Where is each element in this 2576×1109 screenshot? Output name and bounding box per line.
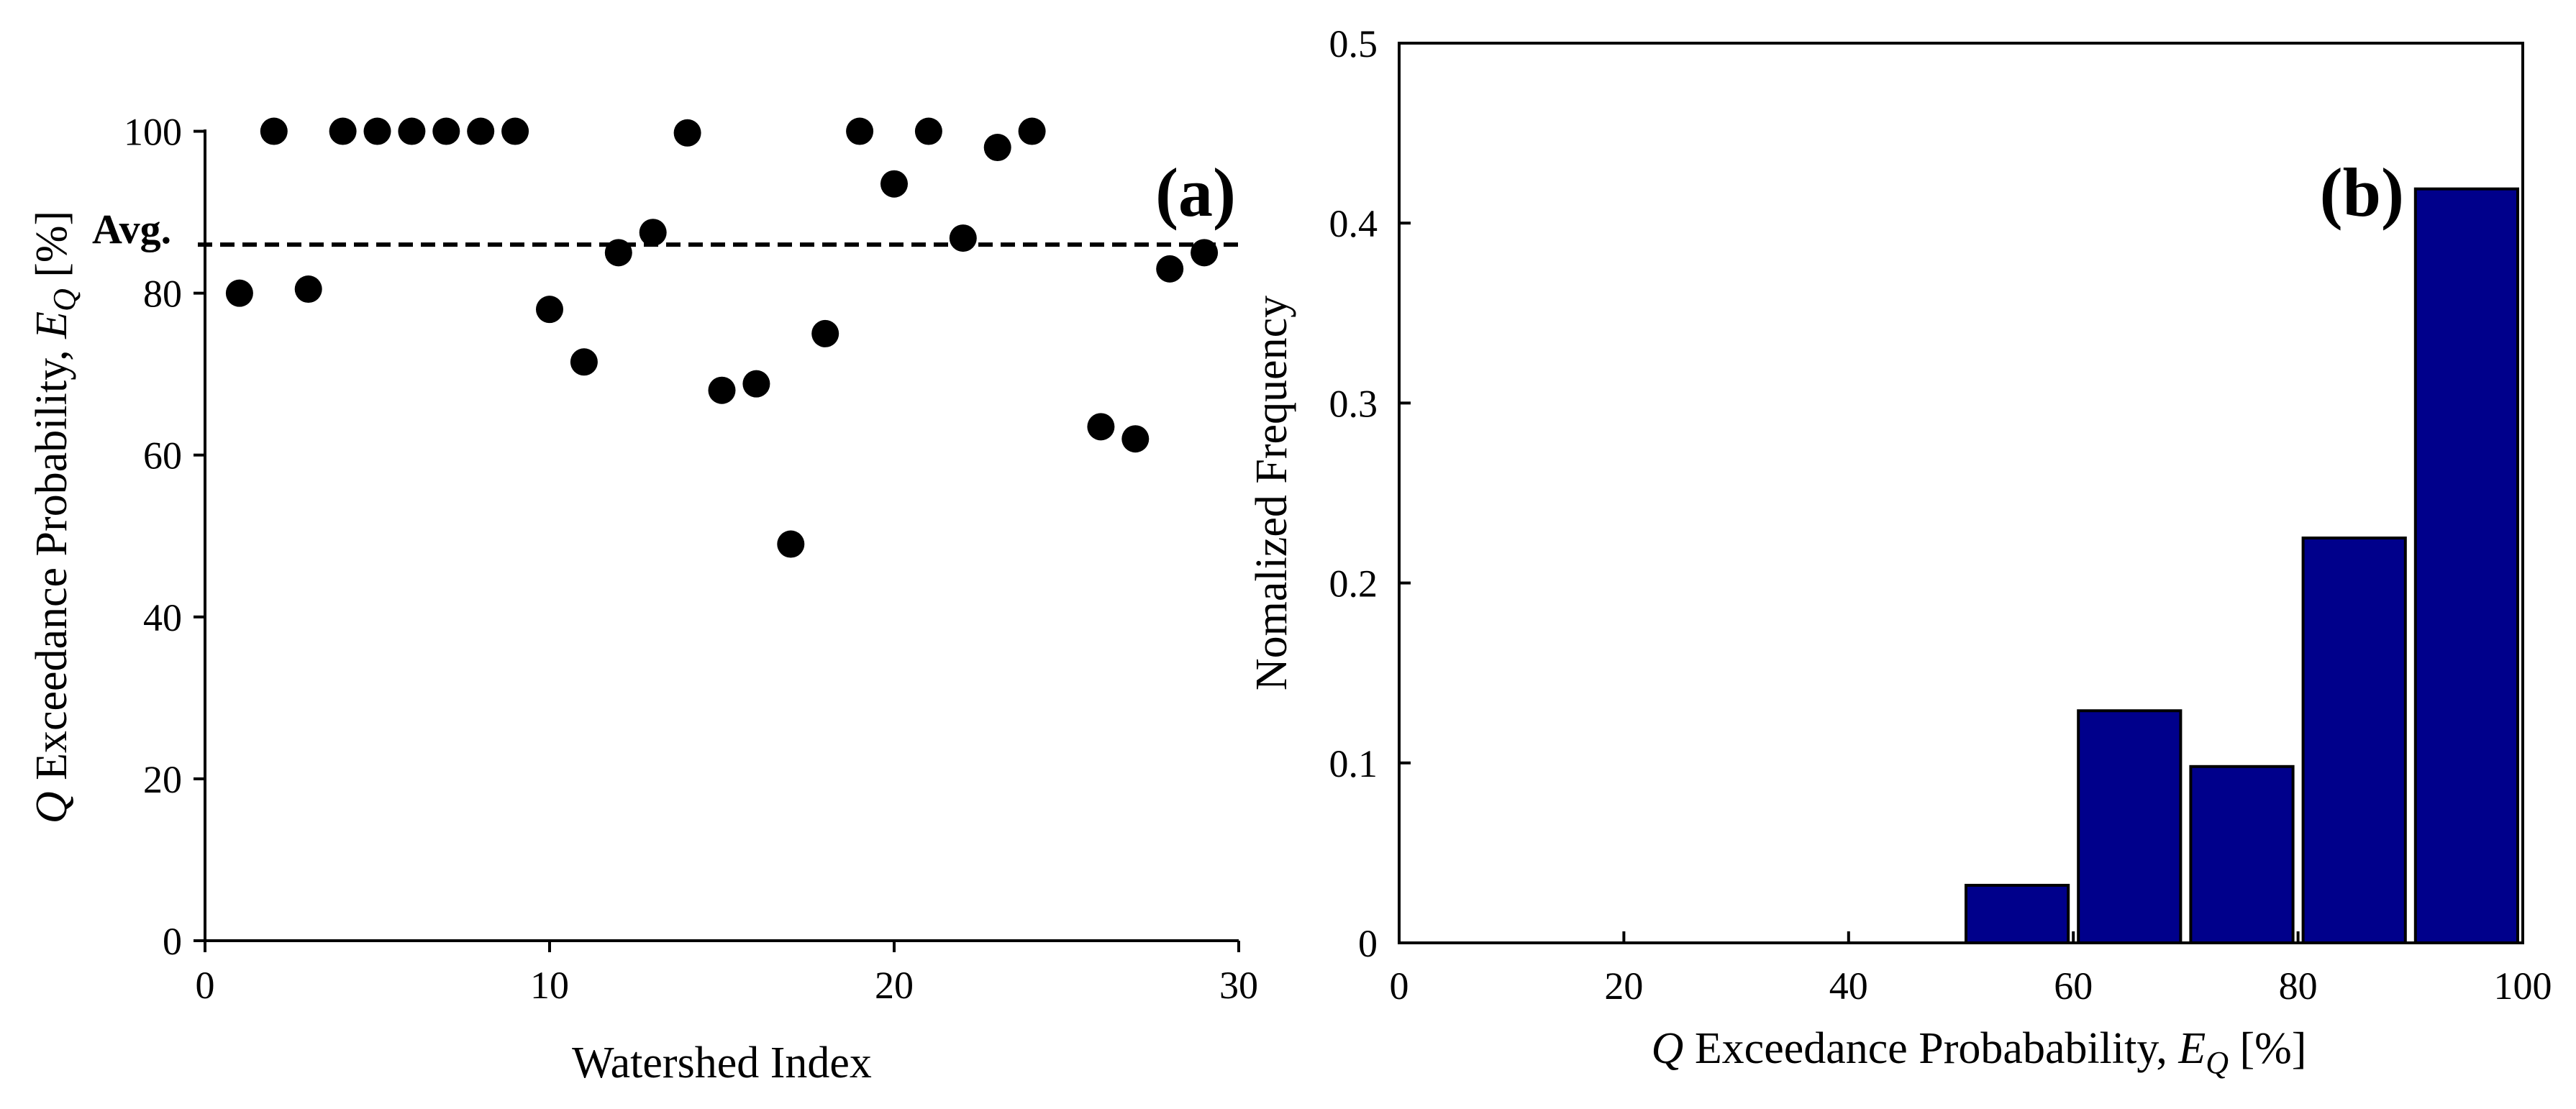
x-axis-title-b-unit: [%] — [2229, 1024, 2306, 1073]
histogram-bar — [2413, 187, 2520, 944]
x-axis-title-a: Watershed Index — [572, 1039, 872, 1087]
scatter-point — [983, 134, 1011, 162]
x-axis-title-b-var: E — [2177, 1024, 2206, 1073]
scatter-point — [914, 117, 942, 145]
scatter-point — [501, 117, 529, 145]
histogram-panel: 0 20 40 60 80 100 0 0.1 0.2 0.3 0.4 0.5 (b) Nomaliz… — [1247, 22, 2552, 1080]
y-tick-label-b: 0.1 — [1329, 742, 1378, 785]
y-tick-label-a: 80 — [143, 273, 182, 316]
y-axis-title-a-unit: [%] — [27, 211, 76, 288]
scatter-point — [1087, 413, 1115, 441]
y-axis-title-a-q: Q — [27, 791, 76, 823]
y-tick-label-b: 0.2 — [1329, 562, 1378, 606]
y-tick-label-a: 0 — [163, 920, 182, 963]
y-axis-title-a-var: E — [27, 311, 76, 339]
x-tick-label-b: 0 — [1390, 964, 1409, 1008]
scatter-point — [1156, 255, 1184, 283]
scatter-point — [811, 319, 839, 347]
x-tick-label-b: 20 — [1604, 964, 1643, 1008]
y-tick-label-a: 100 — [124, 111, 182, 154]
histogram-bars — [1965, 187, 2520, 945]
scatter-point — [398, 117, 426, 145]
scatter-point — [1121, 425, 1150, 453]
y-axis-title-b: Nomalized Frequency — [1247, 296, 1296, 690]
y-tick-label-b: 0.5 — [1329, 22, 1378, 65]
scatter-point — [1191, 239, 1219, 267]
y-axis-title-a-sub: Q — [47, 288, 82, 311]
scatter-point — [260, 117, 288, 145]
y-tick-label-a: 40 — [143, 596, 182, 639]
scatter-point — [467, 117, 495, 145]
scatter-point — [673, 119, 701, 147]
histogram-bar — [1965, 883, 2070, 945]
x-axis-title-b-sub: Q — [2206, 1045, 2229, 1080]
x-tick-label-b: 60 — [2054, 964, 2093, 1008]
scatter-point — [363, 117, 391, 145]
scatter-points — [225, 117, 1219, 558]
x-tick-label-a: 30 — [1219, 964, 1258, 1007]
scatter-axes — [204, 129, 1239, 942]
scatter-point — [604, 239, 632, 267]
y-tick-label-a: 20 — [143, 758, 182, 801]
y-tick-label-b: 0.3 — [1329, 382, 1378, 425]
scatter-point — [880, 170, 908, 198]
x-tick-label-b: 80 — [2279, 964, 2318, 1008]
scatter-point — [1018, 117, 1046, 145]
scatter-point — [225, 279, 253, 307]
x-tick-label-a: 20 — [875, 964, 914, 1007]
x-tick-label-a: 10 — [530, 964, 569, 1007]
y-tick-label-a: 60 — [143, 434, 182, 478]
histogram-bar — [2189, 765, 2295, 944]
panel-label-a: (a) — [1155, 154, 1236, 231]
histogram-bar — [2077, 709, 2183, 944]
scatter-point — [570, 348, 598, 376]
scatter-point — [294, 275, 322, 304]
y-axis-title-a-text: Exceedance Probability, — [27, 339, 76, 792]
scatter-point — [708, 376, 736, 404]
x-tick-label-b: 100 — [2494, 964, 2552, 1008]
x-axis-title-b-q: Q — [1652, 1024, 1684, 1073]
y-tick-label-b: 0 — [1358, 922, 1378, 965]
scatter-point — [536, 296, 563, 324]
x-tick-label-b: 40 — [1829, 964, 1868, 1008]
scatter-point — [639, 219, 667, 247]
y-axis-title-a: Q Exceedance Probability, EQ [%] — [27, 211, 82, 823]
histogram-frame — [1398, 42, 2524, 944]
scatter-point — [432, 117, 460, 145]
scatter-point — [329, 117, 357, 145]
x-axis-title-b-text: Exceedance Probabability, — [1683, 1024, 2178, 1073]
panel-label-b: (b) — [2320, 154, 2404, 231]
y-tick-label-b: 0.4 — [1329, 202, 1378, 245]
histogram-ticks: 0 20 40 60 80 100 0 0.1 0.2 0.3 0.4 0.5 — [1329, 22, 2552, 1008]
average-label: Avg. — [92, 206, 171, 252]
scatter-point — [742, 370, 770, 398]
x-tick-label-a: 0 — [196, 964, 215, 1007]
scatter-point — [777, 530, 805, 558]
scatter-ticks: 0 10 20 30 0 20 40 60 80 100 — [124, 111, 1258, 1007]
scatter-panel: 0 10 20 30 0 20 40 60 80 100 Avg. (a) Watershed I… — [27, 111, 1258, 1087]
scatter-point — [846, 117, 874, 145]
histogram-bar — [2301, 537, 2407, 944]
scatter-point — [949, 224, 977, 252]
x-axis-title-b: Q Exceedance Probabability, EQ [%] — [1652, 1024, 2307, 1080]
